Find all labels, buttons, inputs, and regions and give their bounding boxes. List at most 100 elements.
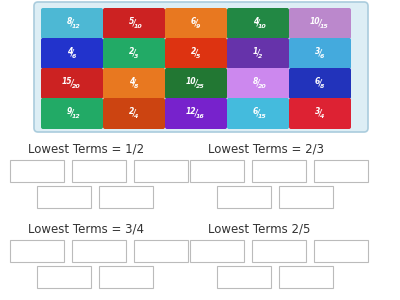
- Bar: [279, 266, 333, 288]
- Text: /: /: [71, 109, 73, 118]
- Text: 4: 4: [67, 47, 72, 56]
- Bar: [10, 240, 64, 262]
- Text: /: /: [257, 19, 259, 28]
- Text: 2: 2: [129, 47, 134, 56]
- Text: 6: 6: [315, 77, 320, 86]
- FancyBboxPatch shape: [289, 98, 351, 129]
- Text: 25: 25: [196, 84, 205, 89]
- Text: 4: 4: [253, 17, 258, 26]
- FancyBboxPatch shape: [165, 98, 227, 129]
- Text: 10: 10: [258, 24, 267, 29]
- Text: 20: 20: [258, 84, 267, 89]
- FancyBboxPatch shape: [41, 8, 103, 39]
- Text: 15: 15: [62, 77, 72, 86]
- FancyBboxPatch shape: [227, 68, 289, 99]
- Text: /: /: [319, 49, 321, 58]
- Text: /: /: [133, 79, 135, 88]
- Text: 10: 10: [186, 77, 196, 86]
- Text: 10: 10: [134, 24, 143, 29]
- Bar: [314, 160, 368, 182]
- Text: 3: 3: [315, 107, 320, 116]
- Text: /: /: [319, 79, 321, 88]
- Text: 4: 4: [129, 77, 134, 86]
- Text: 1: 1: [253, 47, 258, 56]
- Text: Lowest Terms 2/5: Lowest Terms 2/5: [208, 222, 310, 235]
- FancyBboxPatch shape: [227, 38, 289, 69]
- FancyBboxPatch shape: [103, 68, 165, 99]
- Text: Lowest Terms = 1/2: Lowest Terms = 1/2: [28, 142, 144, 155]
- FancyBboxPatch shape: [289, 38, 351, 69]
- FancyBboxPatch shape: [103, 98, 165, 129]
- FancyBboxPatch shape: [165, 68, 227, 99]
- FancyBboxPatch shape: [289, 8, 351, 39]
- Text: /: /: [71, 19, 73, 28]
- Text: /: /: [195, 49, 197, 58]
- Bar: [314, 240, 368, 262]
- Bar: [217, 186, 271, 208]
- Text: 8: 8: [253, 77, 258, 86]
- Text: 5: 5: [196, 54, 200, 59]
- Text: /: /: [257, 49, 259, 58]
- Text: 2: 2: [129, 107, 134, 116]
- Text: 12: 12: [72, 114, 81, 119]
- Text: /: /: [71, 49, 73, 58]
- Text: /: /: [319, 109, 321, 118]
- Text: 6: 6: [72, 54, 76, 59]
- Text: 4: 4: [134, 114, 138, 119]
- Text: 6: 6: [253, 107, 258, 116]
- FancyBboxPatch shape: [103, 38, 165, 69]
- Text: /: /: [257, 79, 259, 88]
- Text: 3: 3: [134, 54, 138, 59]
- Text: 8: 8: [320, 84, 324, 89]
- FancyBboxPatch shape: [165, 8, 227, 39]
- FancyBboxPatch shape: [227, 8, 289, 39]
- Text: 12: 12: [72, 24, 81, 29]
- Text: /: /: [319, 19, 321, 28]
- FancyBboxPatch shape: [41, 98, 103, 129]
- Text: /: /: [195, 109, 197, 118]
- Bar: [134, 240, 188, 262]
- Text: /: /: [195, 79, 197, 88]
- Bar: [10, 160, 64, 182]
- Text: Lowest Terms = 2/3: Lowest Terms = 2/3: [208, 142, 324, 155]
- Bar: [99, 266, 153, 288]
- Text: 16: 16: [196, 114, 205, 119]
- Bar: [217, 266, 271, 288]
- FancyBboxPatch shape: [41, 68, 103, 99]
- Bar: [72, 160, 126, 182]
- Bar: [72, 240, 126, 262]
- Bar: [190, 240, 244, 262]
- FancyBboxPatch shape: [34, 2, 368, 132]
- FancyBboxPatch shape: [41, 38, 103, 69]
- Text: 9: 9: [67, 107, 72, 116]
- Bar: [134, 160, 188, 182]
- FancyBboxPatch shape: [289, 68, 351, 99]
- Bar: [99, 186, 153, 208]
- Text: /: /: [133, 49, 135, 58]
- Text: 3: 3: [315, 47, 320, 56]
- Text: 6: 6: [320, 54, 324, 59]
- FancyBboxPatch shape: [165, 38, 227, 69]
- Text: 8: 8: [134, 84, 138, 89]
- Text: /: /: [133, 19, 135, 28]
- Text: 9: 9: [196, 24, 200, 29]
- Text: 8: 8: [67, 17, 72, 26]
- Text: /: /: [71, 79, 73, 88]
- Bar: [252, 240, 306, 262]
- Text: /: /: [257, 109, 259, 118]
- Text: 6: 6: [191, 17, 196, 26]
- Text: 12: 12: [186, 107, 196, 116]
- FancyBboxPatch shape: [103, 8, 165, 39]
- Text: 2: 2: [191, 47, 196, 56]
- Text: 15: 15: [320, 24, 329, 29]
- Text: 10: 10: [310, 17, 320, 26]
- Bar: [37, 266, 91, 288]
- Bar: [252, 160, 306, 182]
- FancyBboxPatch shape: [227, 98, 289, 129]
- Text: 15: 15: [258, 114, 267, 119]
- Text: Lowest Terms = 3/4: Lowest Terms = 3/4: [28, 222, 144, 235]
- Bar: [37, 186, 91, 208]
- Text: 20: 20: [72, 84, 81, 89]
- Bar: [279, 186, 333, 208]
- Text: 4: 4: [320, 114, 324, 119]
